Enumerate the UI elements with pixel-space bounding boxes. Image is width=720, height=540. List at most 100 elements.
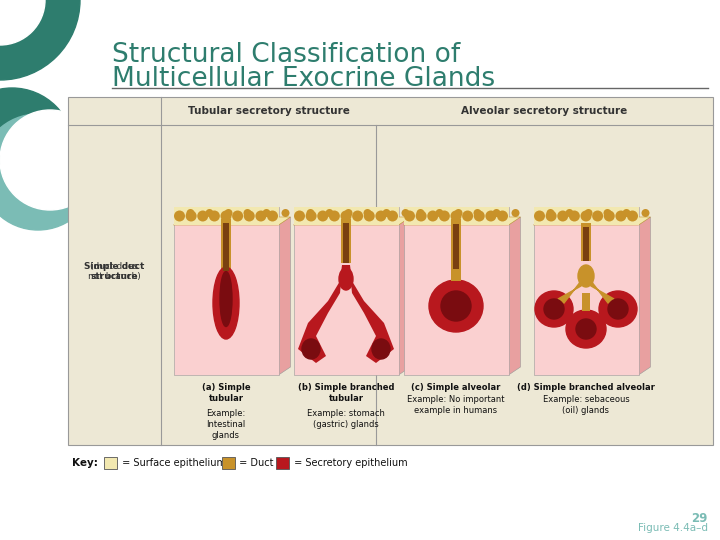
Ellipse shape	[429, 280, 483, 332]
Circle shape	[565, 209, 574, 217]
Text: (d) Simple branched alveolar: (d) Simple branched alveolar	[517, 383, 655, 392]
Circle shape	[616, 211, 626, 221]
Circle shape	[474, 209, 482, 217]
Text: Simple duct
structure: Simple duct structure	[84, 261, 145, 281]
Text: Example: No important
example in humans: Example: No important example in humans	[408, 395, 505, 415]
Circle shape	[546, 209, 554, 217]
Circle shape	[209, 211, 220, 221]
Polygon shape	[534, 217, 650, 225]
Circle shape	[557, 211, 568, 221]
Text: (a) Simple
tubular: (a) Simple tubular	[202, 383, 251, 403]
Circle shape	[329, 211, 340, 221]
Wedge shape	[0, 0, 80, 80]
Text: Alveolar secretory structure: Alveolar secretory structure	[462, 106, 628, 116]
Ellipse shape	[576, 319, 596, 339]
Circle shape	[416, 209, 425, 217]
Bar	[174, 207, 279, 375]
Circle shape	[511, 209, 520, 217]
Wedge shape	[0, 0, 45, 45]
Ellipse shape	[608, 299, 628, 319]
Circle shape	[474, 211, 485, 221]
Polygon shape	[342, 265, 394, 363]
Circle shape	[225, 209, 233, 217]
Circle shape	[569, 211, 580, 221]
Text: Example:
Intestinal
glands: Example: Intestinal glands	[207, 409, 246, 440]
Circle shape	[642, 209, 649, 217]
Circle shape	[0, 88, 74, 212]
Polygon shape	[398, 217, 410, 375]
Text: Example: sebaceous
(oil) glands: Example: sebaceous (oil) glands	[543, 395, 629, 415]
Circle shape	[585, 209, 593, 217]
Circle shape	[404, 211, 415, 221]
Circle shape	[364, 211, 374, 221]
Ellipse shape	[372, 339, 390, 359]
Bar	[276, 457, 289, 469]
Text: Multicellular Exocrine Glands: Multicellular Exocrine Glands	[112, 66, 495, 92]
Polygon shape	[294, 217, 410, 225]
Polygon shape	[558, 281, 581, 303]
Circle shape	[220, 211, 232, 221]
Polygon shape	[298, 265, 350, 363]
Circle shape	[186, 209, 194, 217]
Circle shape	[402, 209, 410, 217]
Circle shape	[485, 211, 496, 221]
Circle shape	[364, 209, 372, 217]
Circle shape	[325, 209, 333, 217]
Text: = Duct: = Duct	[236, 458, 274, 468]
Polygon shape	[279, 217, 290, 375]
Bar	[451, 269, 461, 281]
Ellipse shape	[302, 339, 320, 359]
Bar	[403, 207, 508, 225]
Circle shape	[307, 209, 315, 217]
Circle shape	[387, 211, 398, 221]
Circle shape	[205, 209, 214, 217]
Circle shape	[427, 211, 438, 221]
Circle shape	[492, 209, 500, 217]
Circle shape	[0, 114, 96, 230]
Text: = Surface epithelium: = Surface epithelium	[119, 458, 226, 468]
Ellipse shape	[535, 291, 573, 327]
Bar	[453, 224, 459, 276]
Bar	[68, 97, 713, 445]
Bar	[341, 219, 351, 263]
Text: (b) Simple branched
tubular: (b) Simple branched tubular	[298, 383, 395, 403]
Polygon shape	[508, 217, 521, 375]
Bar	[582, 293, 590, 311]
Ellipse shape	[339, 268, 353, 290]
Text: (c) Simple alveolar: (c) Simple alveolar	[411, 383, 500, 392]
Circle shape	[263, 209, 271, 217]
Bar	[581, 223, 591, 261]
Bar	[294, 207, 398, 375]
Circle shape	[375, 211, 387, 221]
Circle shape	[197, 211, 208, 221]
Bar	[534, 207, 639, 375]
Circle shape	[439, 211, 450, 221]
Text: Key:: Key:	[72, 458, 98, 468]
Circle shape	[0, 110, 100, 210]
Circle shape	[344, 209, 353, 217]
Circle shape	[546, 211, 557, 221]
Ellipse shape	[544, 299, 564, 319]
Polygon shape	[174, 217, 290, 225]
Circle shape	[534, 211, 545, 221]
Ellipse shape	[213, 267, 239, 339]
Text: Example: stomach
(gastric) glands: Example: stomach (gastric) glands	[307, 409, 385, 429]
Text: (duct does
not branch): (duct does not branch)	[88, 241, 141, 281]
Circle shape	[592, 211, 603, 221]
Bar	[223, 223, 229, 271]
Bar	[403, 207, 508, 375]
Circle shape	[603, 209, 611, 217]
Circle shape	[604, 211, 615, 221]
Bar	[534, 207, 639, 225]
Ellipse shape	[599, 291, 637, 327]
Text: Tubular secretory structure: Tubular secretory structure	[188, 106, 349, 116]
Circle shape	[352, 211, 363, 221]
Ellipse shape	[566, 310, 606, 348]
Circle shape	[382, 209, 390, 217]
Circle shape	[415, 211, 427, 221]
Circle shape	[497, 211, 508, 221]
Circle shape	[462, 211, 473, 221]
Circle shape	[243, 209, 251, 217]
Circle shape	[305, 211, 317, 221]
Circle shape	[244, 211, 255, 221]
